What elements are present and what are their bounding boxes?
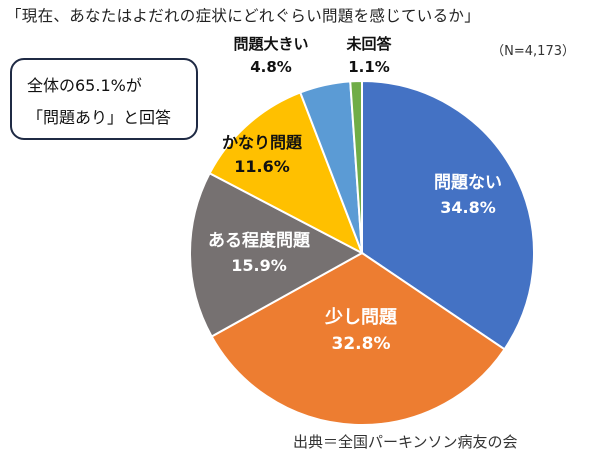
slice-value-2: 32.8%	[332, 334, 391, 354]
callout-line-2: 「問題あり」と回答	[27, 108, 172, 127]
chart-title: 「現在、あなたはよだれの症状にどれぐらい問題を感じているか」	[6, 7, 481, 25]
slice-label-6: 未回答	[345, 35, 392, 53]
pie-slice-4	[208, 91, 364, 256]
pie-slice-3	[189, 171, 365, 338]
slice-label-1: 問題ない	[434, 173, 502, 193]
slice-label-5: 問題大きい	[233, 35, 308, 53]
slice-value-1: 34.8%	[440, 198, 496, 217]
slice-value-6: 1.1%	[348, 58, 390, 76]
pie-slice-6	[349, 79, 363, 254]
pie-slice-1	[361, 79, 535, 351]
slice-label-4: かなり問題	[222, 133, 303, 152]
summary-callout-box: 全体の65.1%が 「問題あり」と回答	[10, 58, 198, 140]
slice-value-5: 4.8%	[250, 58, 292, 76]
slice-value-3: 15.9%	[231, 256, 287, 275]
slice-label-2: 少し問題	[324, 307, 398, 328]
sample-size-label: （N=4,173）	[491, 44, 575, 59]
source-credit: 出典＝全国パーキンソン病友の会	[293, 433, 518, 451]
slice-label-3: ある程度問題	[208, 230, 311, 251]
slice-value-4: 11.6%	[234, 157, 290, 176]
callout-line-1: 全体の65.1%が	[27, 76, 142, 95]
